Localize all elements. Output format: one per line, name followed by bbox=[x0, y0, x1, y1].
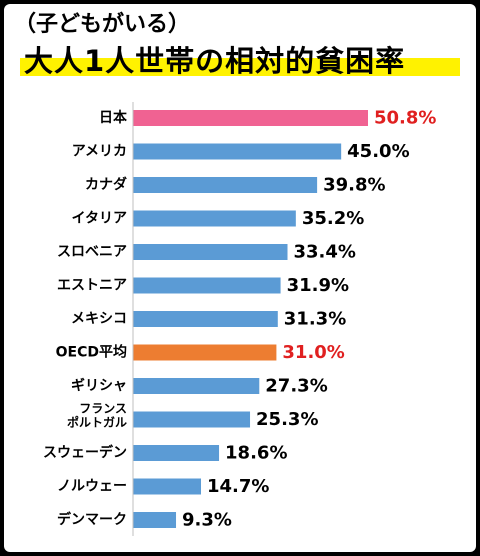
bar-4 bbox=[133, 244, 288, 260]
category-label-11: ノルウェー bbox=[57, 479, 127, 495]
bar-3 bbox=[133, 210, 296, 227]
value-label-10: 18.6% bbox=[225, 443, 287, 464]
title-highlight-marker bbox=[20, 58, 460, 76]
bar-10 bbox=[133, 445, 220, 461]
value-label-5: 31.9% bbox=[287, 275, 349, 296]
value-label-8: 27.3% bbox=[265, 376, 327, 397]
chart-title-block: 大人1人世帯の相対的貧困率 bbox=[20, 38, 460, 80]
bar-7 bbox=[133, 344, 277, 361]
category-label-0: 日本 bbox=[99, 109, 128, 126]
value-label-3: 35.2% bbox=[302, 208, 364, 229]
chart-subtitle: （子どもがいる） bbox=[14, 12, 191, 37]
value-label-9: 25.3% bbox=[256, 409, 318, 430]
category-label-6: メキシコ bbox=[71, 311, 127, 327]
value-label-0: 50.8% bbox=[374, 108, 436, 129]
category-label-3: イタリア bbox=[72, 211, 127, 227]
bar-11 bbox=[133, 478, 202, 495]
bar-8 bbox=[133, 378, 260, 394]
category-label-12: デンマーク bbox=[57, 511, 127, 528]
category-label-10: スウェーデン bbox=[43, 444, 127, 461]
chart-frame: （子どもがいる） 大人1人世帯の相対的貧困率 bbox=[4, 4, 476, 552]
category-label-8: ギリシャ bbox=[71, 377, 127, 394]
bar-1 bbox=[133, 143, 342, 160]
value-label-1: 45.0% bbox=[347, 141, 409, 162]
category-label-2: カナダ bbox=[85, 176, 127, 193]
value-label-12: 9.3% bbox=[182, 510, 232, 531]
bar-6 bbox=[133, 311, 278, 327]
bar-5 bbox=[133, 277, 281, 294]
chart-title: 大人1人世帯の相対的貧困率 bbox=[24, 44, 406, 78]
bar-12 bbox=[133, 512, 177, 528]
category-label-7: OECD平均 bbox=[56, 344, 127, 361]
category-label-5: エストニア bbox=[57, 278, 127, 294]
bar-9 bbox=[133, 411, 251, 428]
value-label-7: 31.0% bbox=[282, 342, 344, 363]
category-label-1: アメリカ bbox=[72, 144, 127, 160]
category-label-9: フランスポルトガル bbox=[67, 402, 127, 430]
value-label-2: 39.8% bbox=[323, 175, 385, 196]
value-label-6: 31.3% bbox=[284, 309, 346, 330]
value-label-4: 33.4% bbox=[294, 242, 356, 263]
category-label-4: スロベニア bbox=[57, 244, 127, 260]
value-label-11: 14.7% bbox=[207, 476, 269, 497]
bar-0 bbox=[133, 110, 368, 126]
bar-2 bbox=[133, 177, 318, 193]
